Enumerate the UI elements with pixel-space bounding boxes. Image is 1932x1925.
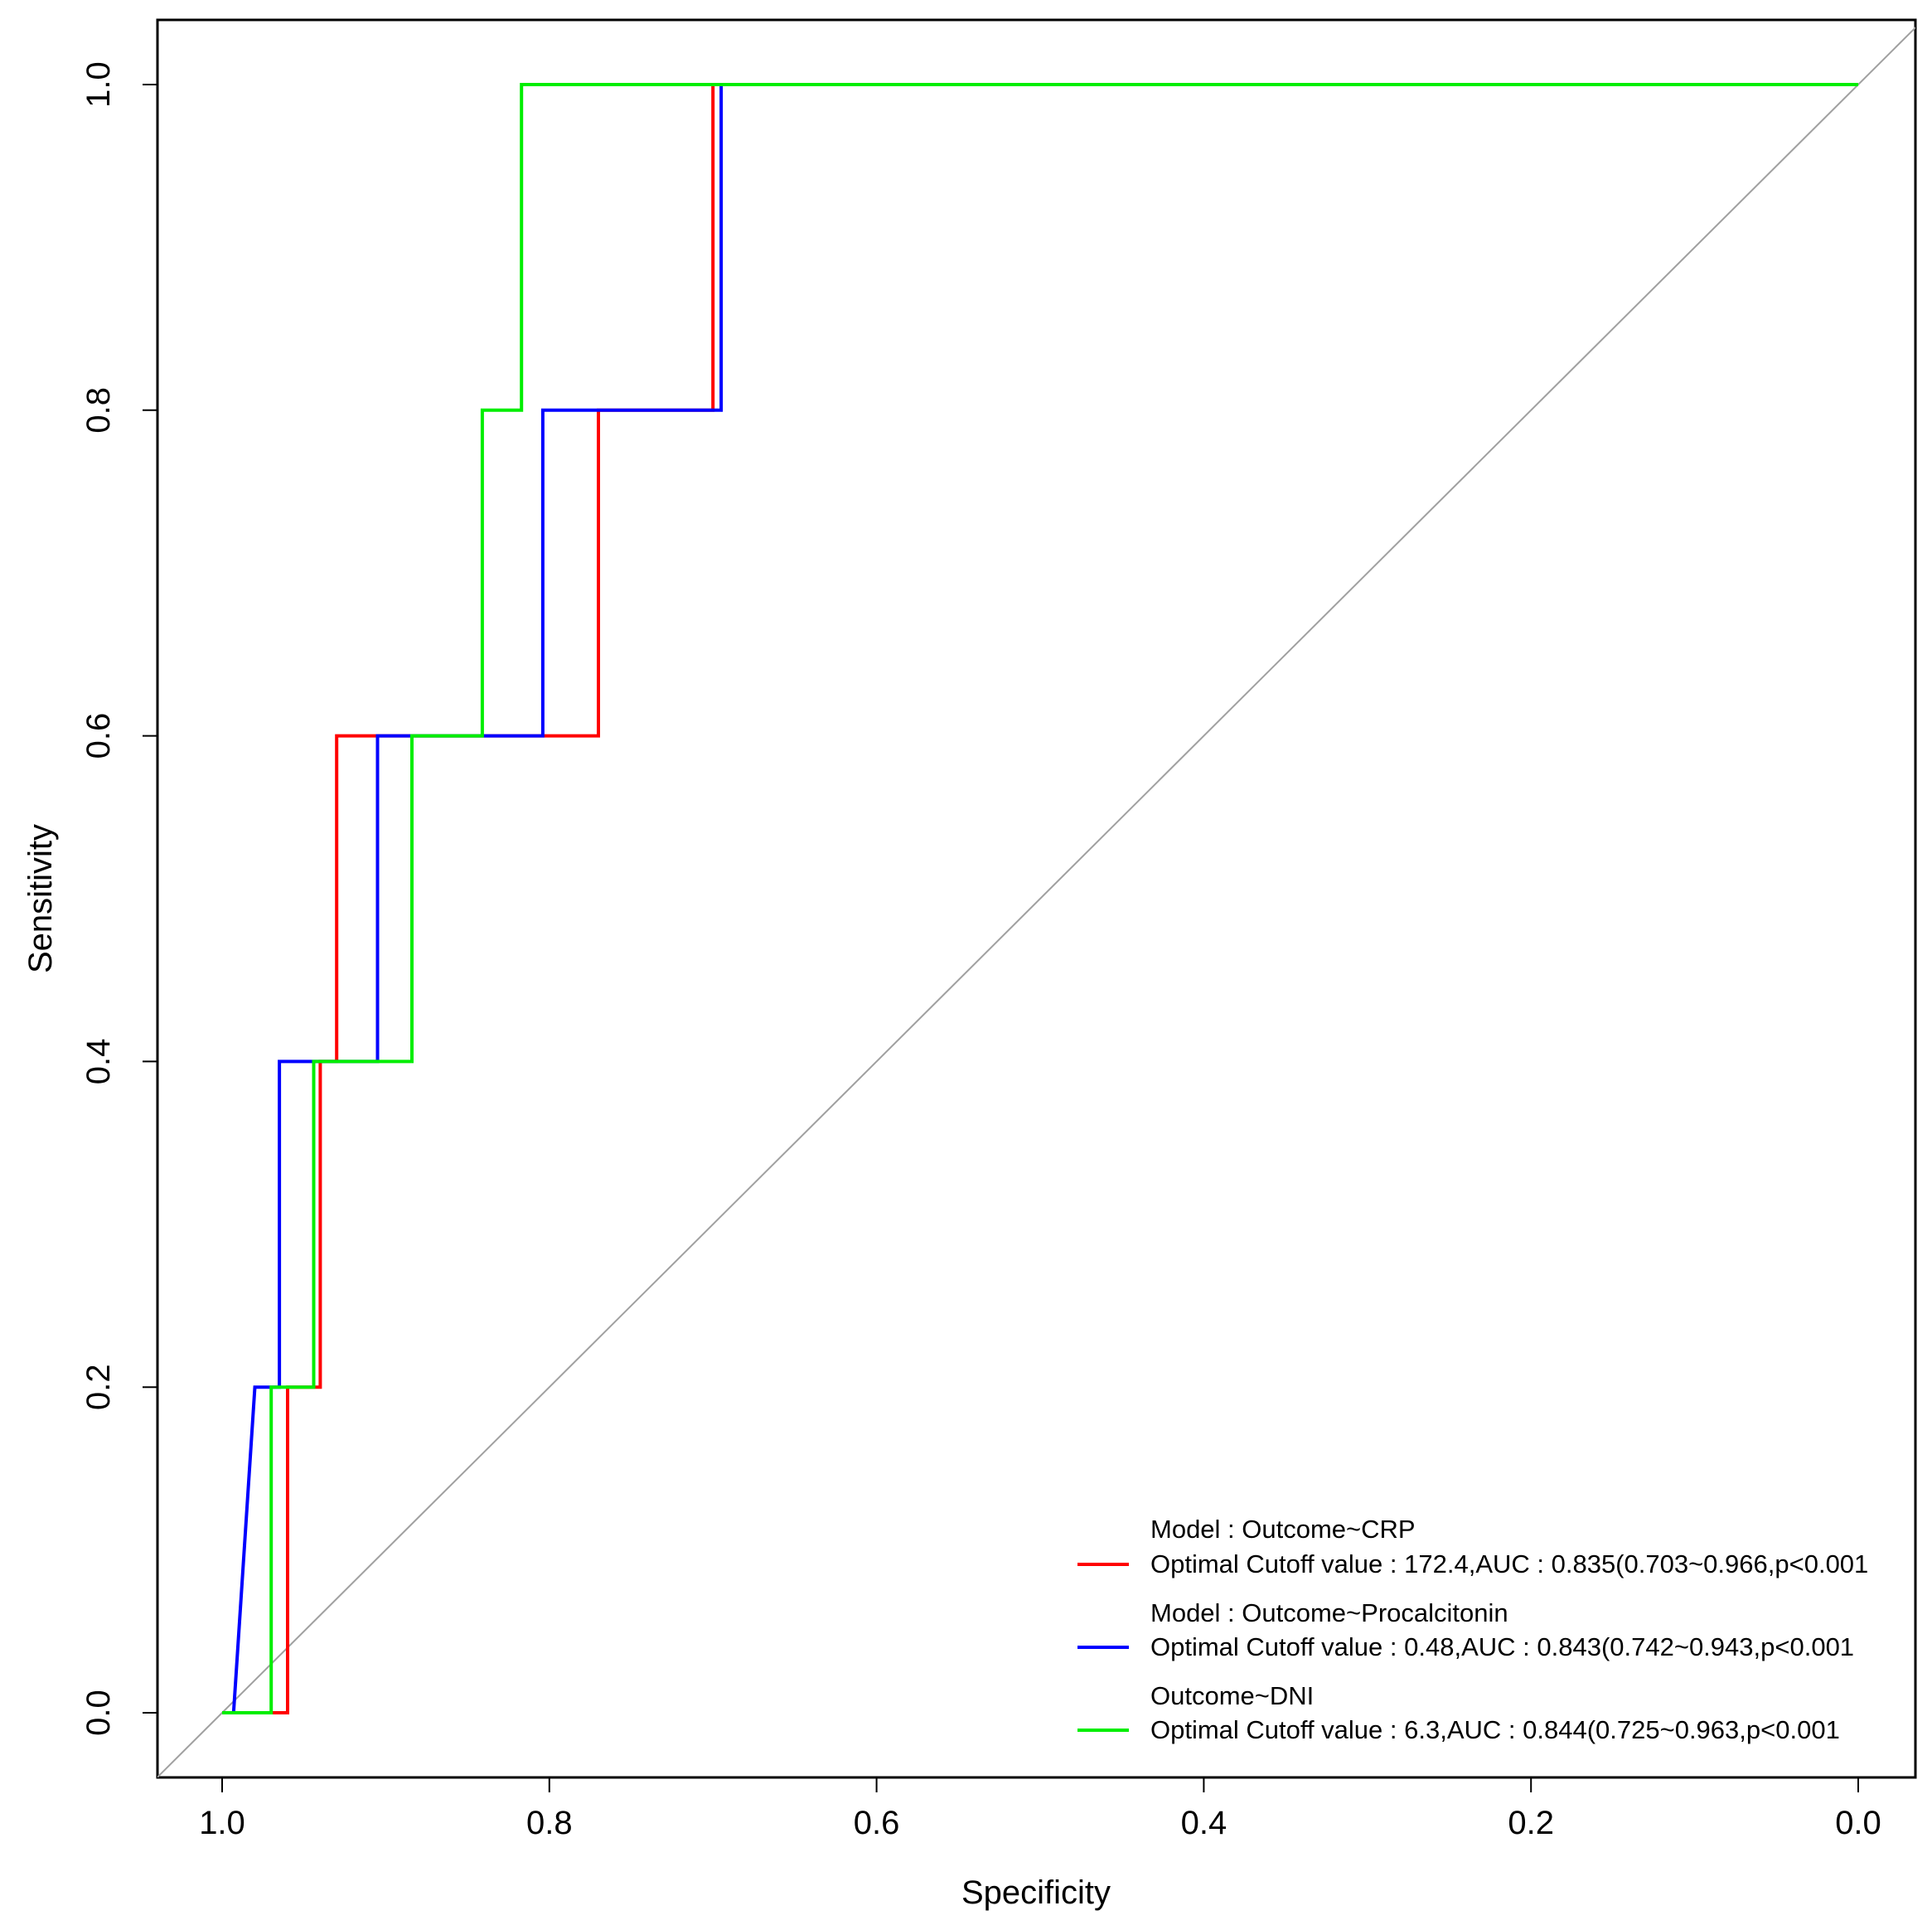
x-tick-label: 0.4 bbox=[1181, 1805, 1227, 1841]
legend-label-3: Optimal Cutoff value : 6.3,AUC : 0.844(0… bbox=[1150, 1715, 1840, 1744]
x-tick-label: 0.2 bbox=[1508, 1805, 1554, 1841]
y-tick-label: 0.8 bbox=[80, 387, 117, 434]
plot-frame bbox=[156, 18, 1917, 1779]
roc-series-line-2 bbox=[222, 83, 1858, 1714]
y-tick-label: 0.6 bbox=[80, 713, 117, 759]
legend-box bbox=[1054, 1501, 1913, 1776]
reference-diagonal-line bbox=[157, 26, 1915, 1777]
x-tick-label: 1.0 bbox=[199, 1805, 245, 1841]
roc-series-line-3 bbox=[222, 83, 1858, 1714]
legend-title-3: Outcome~DNI bbox=[1150, 1681, 1314, 1710]
y-tick-label: 1.0 bbox=[80, 61, 117, 108]
y-tick-label: 0.0 bbox=[80, 1690, 117, 1736]
x-axis-title: Specificity bbox=[961, 1874, 1111, 1911]
x-tick-label: 0.6 bbox=[854, 1805, 900, 1841]
y-tick-label: 0.4 bbox=[80, 1039, 117, 1085]
legend-title-1: Model : Outcome~CRP bbox=[1150, 1515, 1416, 1544]
legend-title-2: Model : Outcome~Procalcitonin bbox=[1150, 1598, 1508, 1627]
legend-label-2: Optimal Cutoff value : 0.48,AUC : 0.843(… bbox=[1150, 1632, 1854, 1661]
y-axis-title: Sensitivity bbox=[22, 824, 59, 973]
y-tick-label: 0.2 bbox=[80, 1364, 117, 1410]
x-tick-label: 0.8 bbox=[526, 1805, 573, 1841]
x-tick-label: 0.0 bbox=[1835, 1805, 1881, 1841]
legend-label-1: Optimal Cutoff value : 172.4,AUC : 0.835… bbox=[1150, 1549, 1868, 1578]
